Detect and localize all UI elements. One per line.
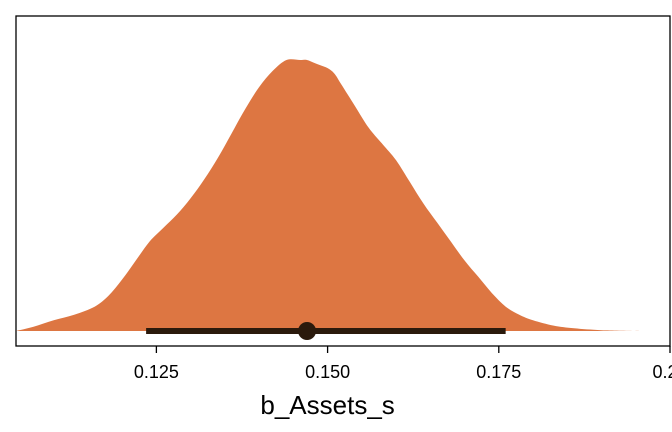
density-area [16,59,640,331]
x-tick-label: 0.20 [652,362,672,382]
point-estimate-marker [298,322,317,340]
plot-frame [15,15,671,347]
x-tick-label: 0.150 [305,362,350,382]
x-tick-label: 0.175 [476,362,521,382]
x-axis-title: b_Assets_s [260,390,394,420]
x-tick-label: 0.125 [134,362,179,382]
x-axis: 0.125 0.150 0.175 0.20 [134,346,672,382]
